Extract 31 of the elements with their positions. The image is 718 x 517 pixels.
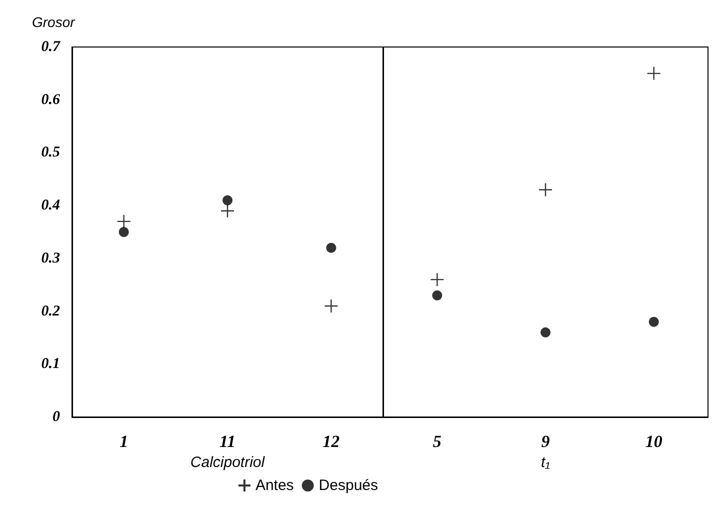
y-tick-label: 0.3 bbox=[41, 250, 60, 266]
x-tick-label: 10 bbox=[645, 432, 663, 451]
y-tick-label: 0.1 bbox=[41, 356, 60, 372]
y-tick-label: 0.7 bbox=[41, 39, 60, 55]
y-tick-label: 0.2 bbox=[41, 303, 60, 320]
y-tick-label: 0.4 bbox=[41, 198, 60, 214]
point bbox=[118, 227, 129, 237]
x-tick-label: 5 bbox=[432, 432, 442, 451]
point bbox=[324, 298, 338, 314]
point bbox=[326, 242, 336, 253]
point bbox=[222, 195, 232, 206]
legend-label: Después bbox=[318, 477, 378, 494]
point bbox=[220, 204, 235, 218]
x-axis-title: Calcipotriol bbox=[190, 454, 266, 471]
point bbox=[432, 290, 442, 300]
point bbox=[646, 66, 661, 81]
point bbox=[430, 272, 444, 287]
point bbox=[538, 182, 553, 197]
y-tick-label: 0.6 bbox=[41, 92, 60, 108]
x-tick-label: 9 bbox=[541, 432, 550, 451]
y-tick-label: 0 bbox=[52, 409, 60, 425]
point bbox=[540, 327, 550, 338]
y-tick-label: 0.5 bbox=[41, 144, 60, 161]
point bbox=[648, 316, 659, 327]
y-axis-title: Grosor bbox=[32, 14, 76, 30]
x-tick-label: 11 bbox=[219, 432, 236, 451]
point bbox=[116, 214, 131, 229]
x-tick-label: 12 bbox=[322, 432, 340, 451]
legend-label: Antes bbox=[255, 477, 294, 494]
x-tick-label: 1 bbox=[120, 432, 128, 451]
x-axis-title: t₁ bbox=[541, 454, 550, 471]
